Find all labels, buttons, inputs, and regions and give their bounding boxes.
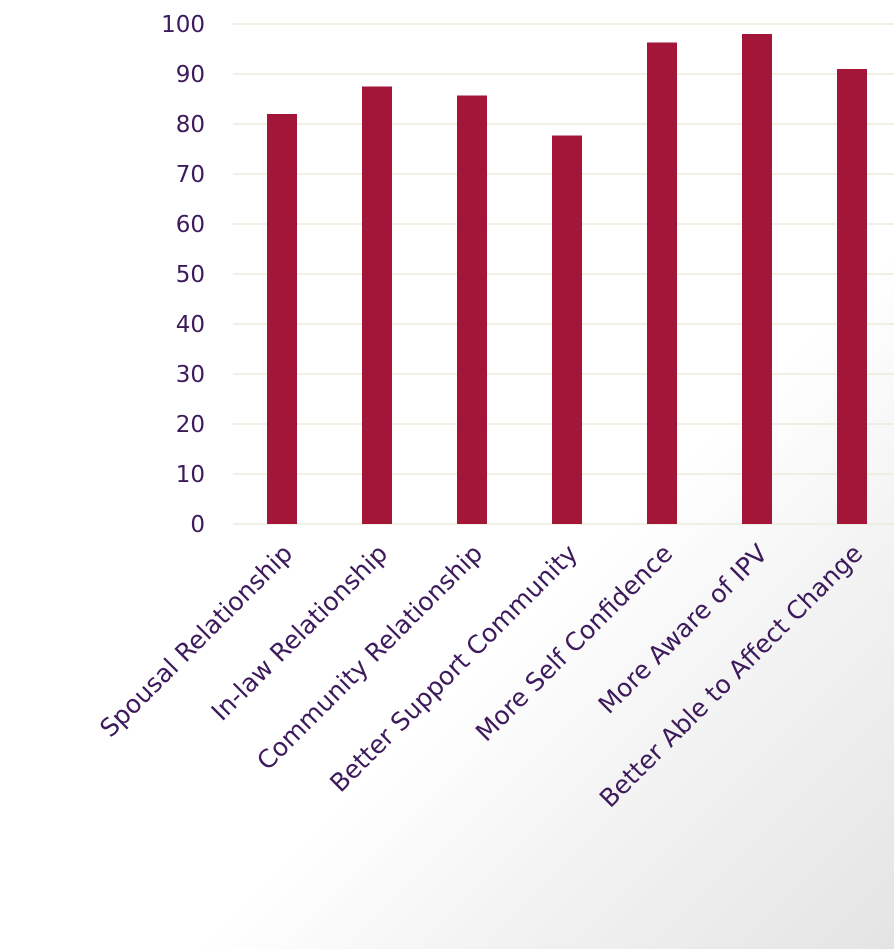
bars	[267, 34, 867, 524]
y-tick-label: 90	[176, 62, 205, 88]
x-category-label: More Self Confidence	[470, 539, 678, 747]
x-category-label: More Aware of IPV	[593, 539, 774, 720]
y-tick-label: 40	[176, 312, 205, 338]
bar	[267, 114, 297, 524]
y-tick-label: 20	[176, 412, 205, 438]
y-tick-label: 60	[176, 212, 205, 238]
bar	[742, 34, 772, 524]
x-category-label: In-law Relationship	[206, 539, 394, 727]
y-axis-ticks: 0 10 20 30 40 50 60 70 80 90 100	[161, 12, 205, 538]
y-tick-label: 0	[190, 512, 205, 538]
x-category-label: Spousal Relationship	[94, 539, 298, 743]
bar	[552, 135, 582, 524]
bar	[457, 95, 487, 524]
bar	[837, 69, 867, 524]
y-tick-label: 30	[176, 362, 205, 388]
y-tick-label: 100	[161, 12, 205, 38]
y-tick-label: 80	[176, 112, 205, 138]
y-tick-label: 10	[176, 462, 205, 488]
y-tick-label: 70	[176, 162, 205, 188]
y-tick-label: 50	[176, 262, 205, 288]
bar	[362, 86, 392, 524]
bar	[647, 42, 677, 524]
